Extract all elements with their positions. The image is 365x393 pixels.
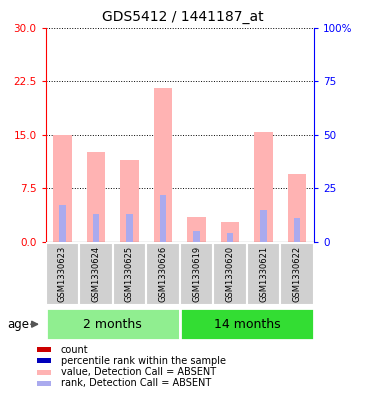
- Text: 2 months: 2 months: [83, 318, 142, 331]
- Bar: [180, 308, 314, 340]
- Bar: [146, 243, 180, 305]
- Text: 14 months: 14 months: [214, 318, 280, 331]
- Text: age: age: [7, 318, 29, 331]
- Bar: [36, 381, 51, 386]
- Bar: [36, 358, 51, 364]
- Bar: [46, 308, 180, 340]
- Text: GSM1330626: GSM1330626: [158, 246, 168, 302]
- Bar: [87, 152, 105, 242]
- Bar: [254, 132, 273, 242]
- Bar: [227, 233, 234, 242]
- Text: GSM1330620: GSM1330620: [226, 246, 235, 302]
- Bar: [36, 369, 51, 375]
- Text: GSM1330622: GSM1330622: [293, 246, 301, 302]
- Bar: [120, 160, 139, 242]
- Bar: [187, 217, 206, 242]
- Text: GSM1330624: GSM1330624: [91, 246, 100, 302]
- Text: value, Detection Call = ABSENT: value, Detection Call = ABSENT: [61, 367, 216, 377]
- Bar: [113, 243, 146, 305]
- Text: GDS5412 / 1441187_at: GDS5412 / 1441187_at: [102, 10, 263, 24]
- Bar: [93, 214, 99, 242]
- Bar: [46, 243, 79, 305]
- Text: GSM1330625: GSM1330625: [125, 246, 134, 302]
- Bar: [280, 243, 314, 305]
- Text: count: count: [61, 345, 88, 354]
- Bar: [79, 243, 113, 305]
- Text: GSM1330619: GSM1330619: [192, 246, 201, 302]
- Text: percentile rank within the sample: percentile rank within the sample: [61, 356, 226, 366]
- Bar: [247, 243, 280, 305]
- Bar: [180, 243, 213, 305]
- Bar: [288, 174, 306, 242]
- Bar: [126, 214, 133, 242]
- Bar: [160, 195, 166, 242]
- Bar: [59, 205, 66, 242]
- Bar: [193, 231, 200, 242]
- Bar: [36, 347, 51, 352]
- Bar: [154, 88, 172, 242]
- Bar: [213, 243, 247, 305]
- Text: GSM1330623: GSM1330623: [58, 246, 67, 302]
- Bar: [260, 209, 267, 242]
- Bar: [294, 218, 300, 242]
- Bar: [221, 222, 239, 242]
- Text: rank, Detection Call = ABSENT: rank, Detection Call = ABSENT: [61, 378, 211, 388]
- Text: GSM1330621: GSM1330621: [259, 246, 268, 302]
- Bar: [53, 134, 72, 242]
